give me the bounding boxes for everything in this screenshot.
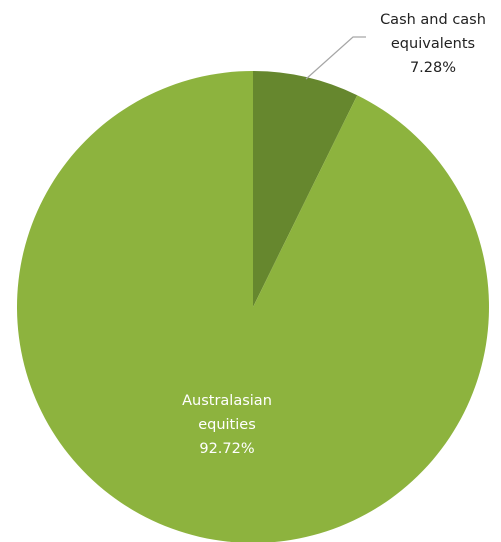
equities-value-label: 92.72%: [199, 441, 254, 457]
cash-leader-line: [305, 36, 366, 80]
equities-label-line2: equities: [198, 417, 256, 433]
cash-label-line2: equivalents: [391, 36, 475, 52]
pie-slices: [17, 71, 489, 542]
cash-slice: [253, 71, 358, 307]
equities-slice: [17, 71, 489, 542]
equities-label-line1: Australasian: [182, 393, 272, 409]
cash-value-label: 7.28%: [410, 60, 456, 76]
equities-label: Australasian equities 92.72%: [182, 393, 272, 457]
cash-label-line1: Cash and cash: [380, 12, 486, 28]
cash-label: Cash and cash equivalents 7.28%: [380, 12, 486, 76]
